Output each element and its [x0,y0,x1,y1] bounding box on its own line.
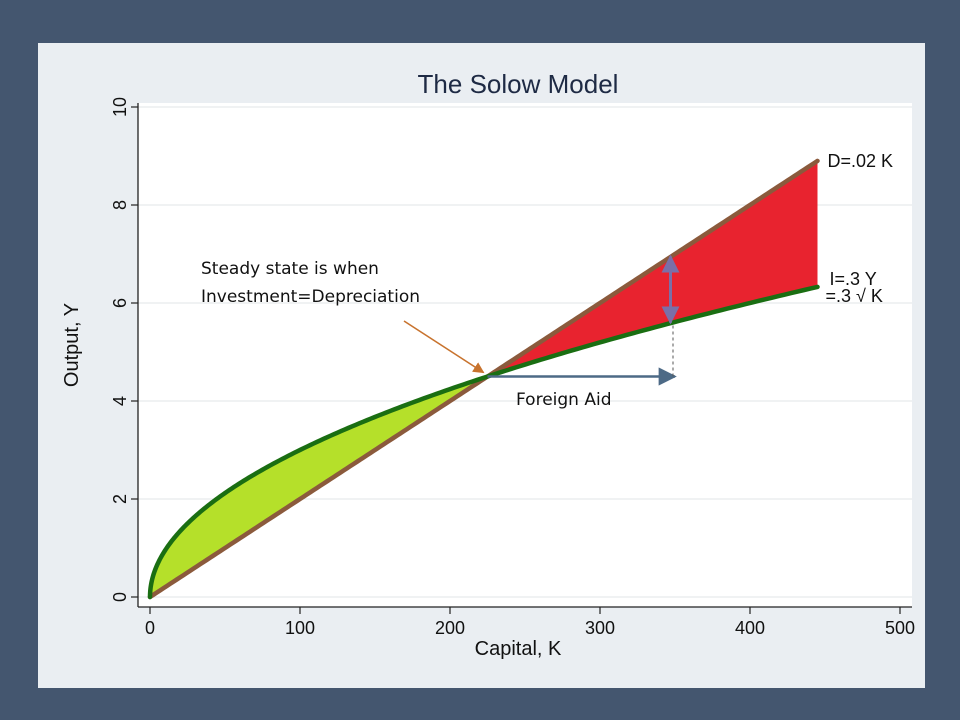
y-tick-label-8: 8 [110,200,130,210]
x-tick-label-400: 400 [735,618,765,638]
y-tick-label-10: 10 [110,97,130,117]
foreign-aid-label: Foreign Aid [516,390,611,410]
x-tick-label-0: 0 [145,618,155,638]
x-tick-label-100: 100 [285,618,315,638]
steady-state-note-line-0: Steady state is when [201,259,379,279]
axes [137,103,912,608]
y-tick-label-2: 2 [110,494,130,504]
investment-label-line-0: I=.3 Y [830,269,877,289]
investment-label-line-1: =.3 √ K [826,286,883,306]
steady-state-pointer [403,320,485,374]
series-lines [147,158,820,600]
x-axis-title: Capital, K [475,638,562,660]
x-tick-label-300: 300 [585,618,615,638]
series-line-1 [147,284,820,600]
x-tick-label-200: 200 [435,618,465,638]
x-tick-label-500: 500 [885,618,915,638]
chart-panel: 0 100 200 300 400 500 0 2 4 6 8 10 D=.02 K I=.3 Y =.3… [38,43,925,688]
depreciation-label: D=.02 K [828,151,894,171]
y-axis-title: Output, Y [61,303,83,387]
steady-state-note-line-1: Investment=Depreciation [201,287,420,307]
y-tick-label-4: 4 [110,396,130,406]
solow-chart: 0 100 200 300 400 500 0 2 4 6 8 10 D=.02 K I=.3 Y=.3… [61,69,915,660]
y-tick-label-6: 6 [110,298,130,308]
annotations: D=.02 K I=.3 Y=.3 √ K Steady state is when… [201,151,893,410]
tick-labels: 0 100 200 300 400 500 0 2 4 6 8 10 [110,97,915,638]
chart-title: The Solow Model [418,69,619,99]
y-tick-label-0: 0 [110,592,130,602]
